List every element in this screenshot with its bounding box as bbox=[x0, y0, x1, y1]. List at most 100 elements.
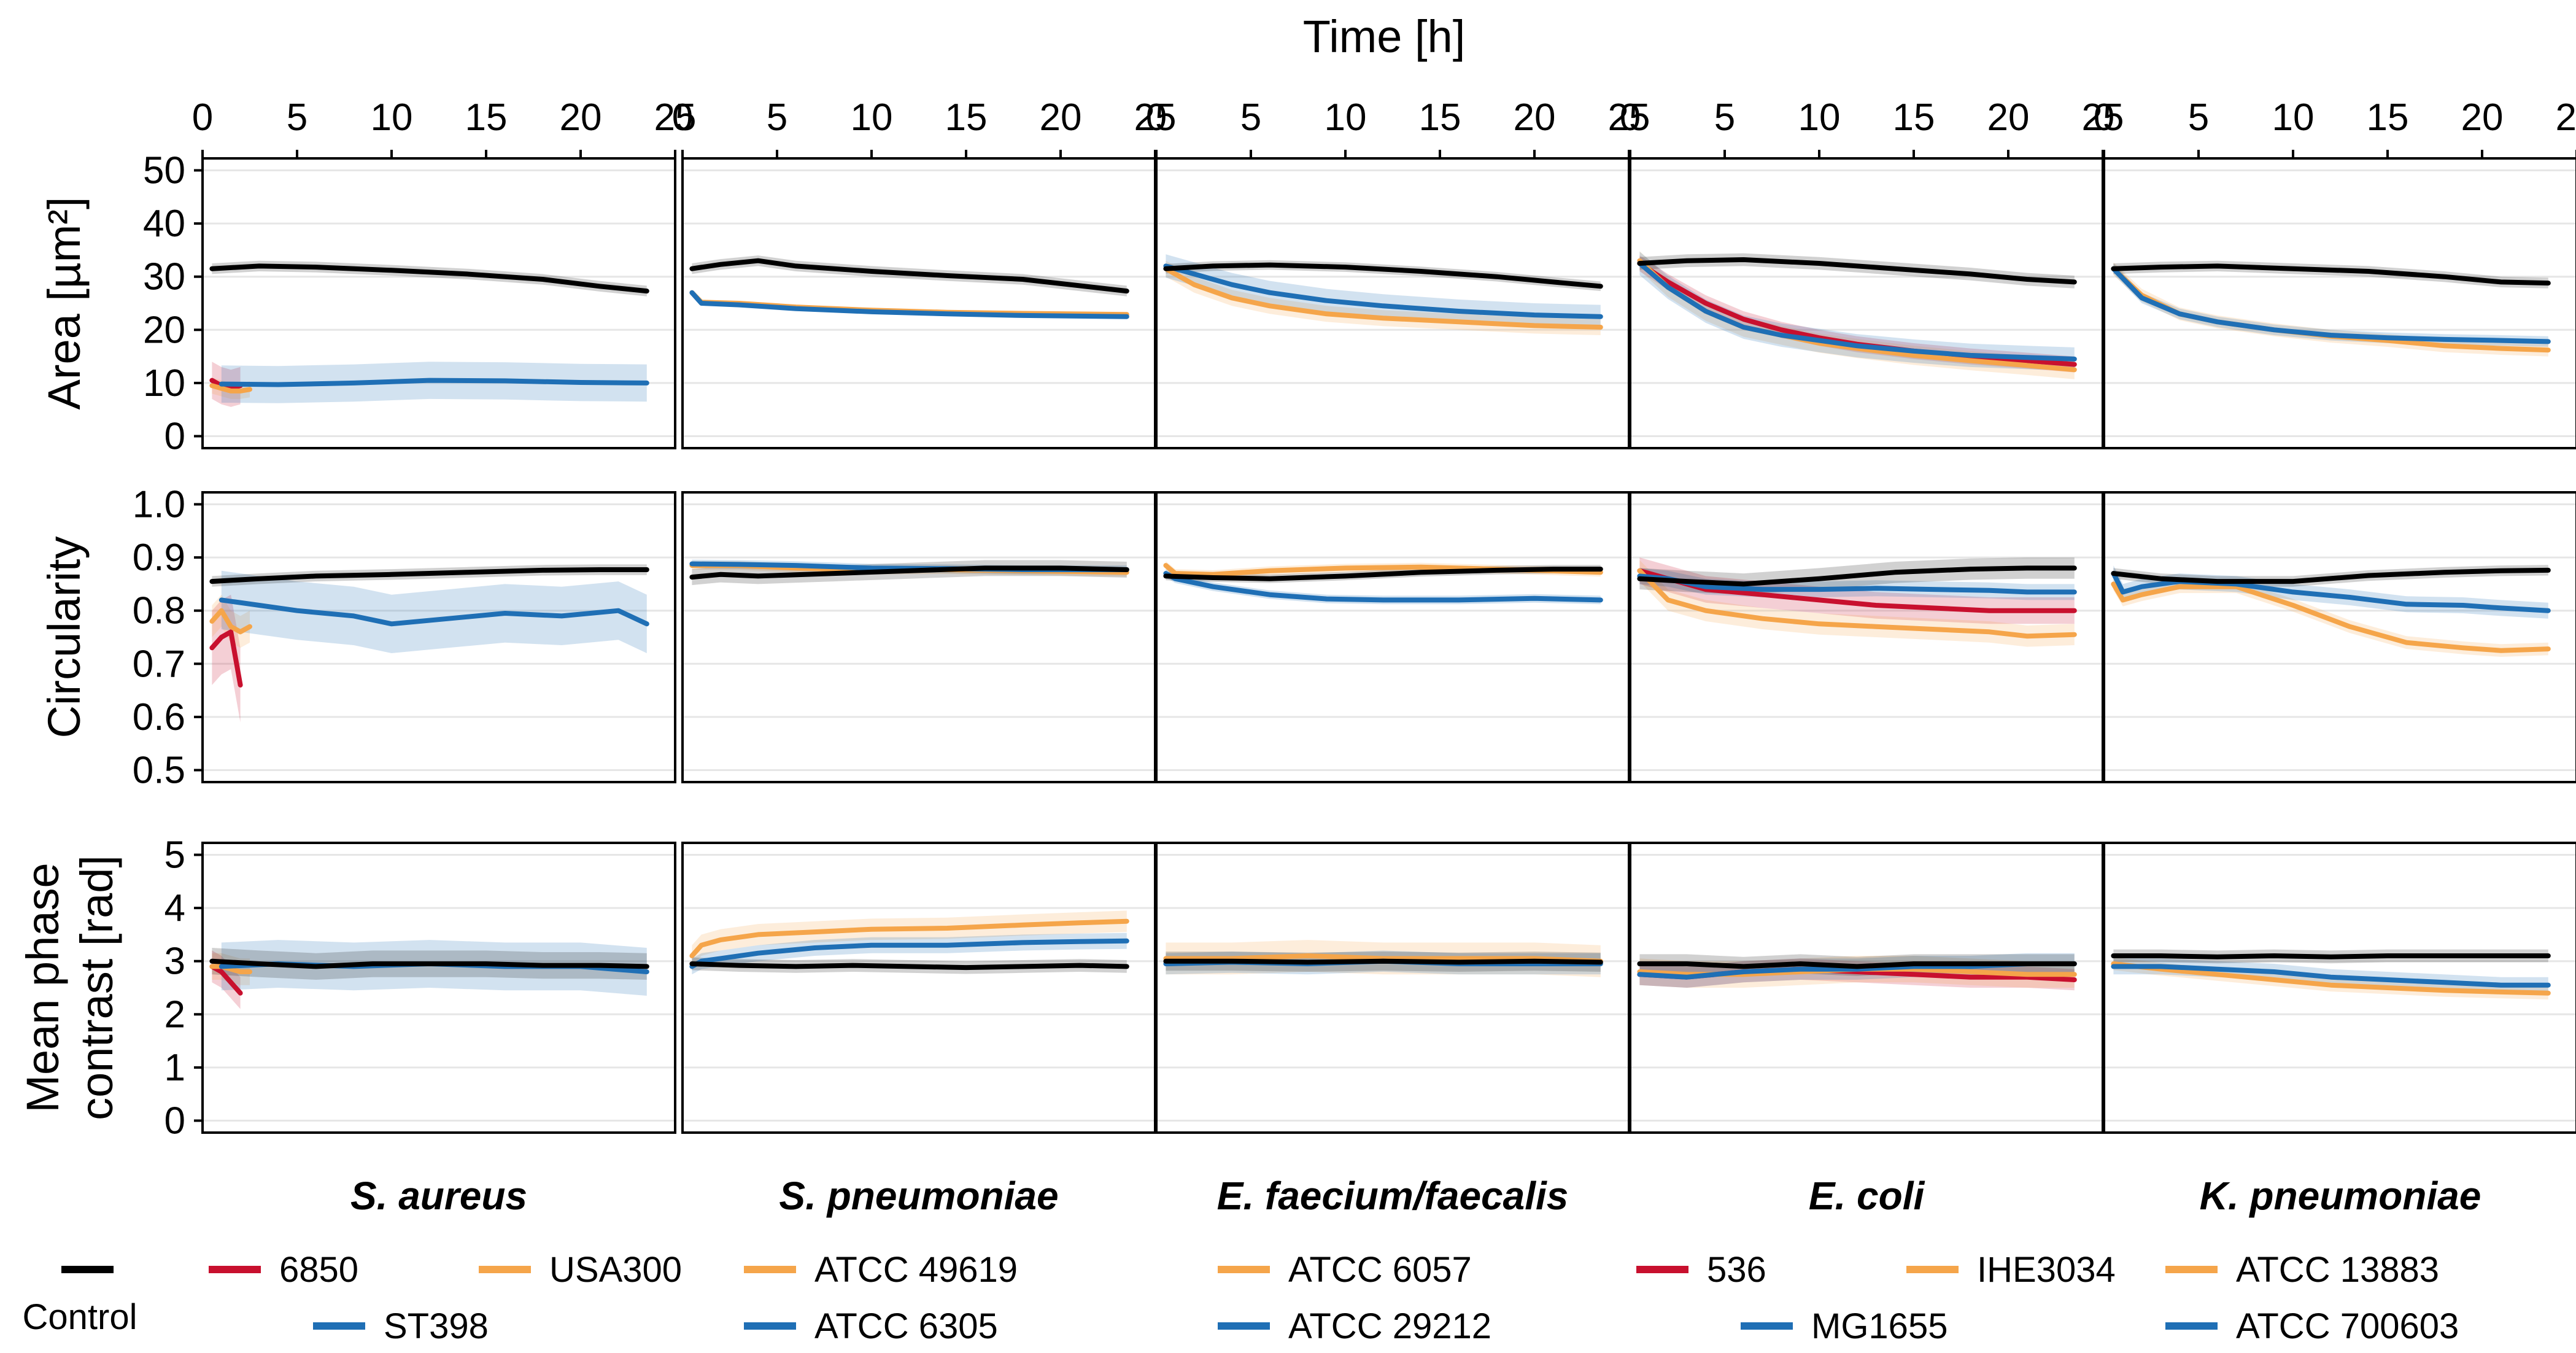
x-tick-label: 25 bbox=[1608, 96, 1650, 139]
species-label: S. aureus bbox=[350, 1174, 527, 1218]
x-tick-label: 15 bbox=[1419, 96, 1461, 139]
y-axis-title: contrast [rad] bbox=[71, 855, 122, 1120]
series-line bbox=[1163, 958, 1603, 965]
series-line bbox=[1637, 261, 2077, 362]
x-tick-label: 5 bbox=[1240, 96, 1261, 139]
series-line bbox=[2111, 571, 2551, 613]
x-tick-label: 5 bbox=[1714, 96, 1735, 139]
legend-label: ATCC 6057 bbox=[1288, 1250, 1472, 1290]
series-line bbox=[209, 964, 243, 996]
series-line bbox=[1163, 266, 1603, 330]
x-tick-label: 5 bbox=[287, 96, 307, 139]
legend-label: 536 bbox=[1707, 1250, 1766, 1290]
panel-frame bbox=[681, 491, 1156, 783]
series-line bbox=[1637, 565, 2077, 587]
x-axis-title: Time [h] bbox=[1303, 11, 1466, 62]
species-label: E. coli bbox=[1809, 1174, 1925, 1218]
x-tick-label: 10 bbox=[1798, 96, 1841, 139]
species-label: K. pneumoniae bbox=[2200, 1174, 2481, 1218]
series-line bbox=[2111, 953, 2551, 960]
species-label: S. pneumoniae bbox=[779, 1174, 1058, 1218]
series-line bbox=[209, 378, 243, 391]
series-line bbox=[689, 961, 1129, 971]
x-tick-label: 25 bbox=[2082, 96, 2124, 139]
y-tick-label: 20 bbox=[143, 309, 185, 351]
y-tick-label: 3 bbox=[164, 940, 185, 983]
x-tick-label: 5 bbox=[767, 96, 787, 139]
series-line bbox=[2111, 263, 2551, 286]
panel-frame bbox=[201, 491, 676, 783]
x-tick-label: 20 bbox=[1040, 96, 1082, 139]
series-line bbox=[1163, 571, 1603, 603]
y-tick-label: 1 bbox=[164, 1047, 185, 1089]
x-tick-label: 10 bbox=[371, 96, 413, 139]
legend-label: ATCC 13883 bbox=[2236, 1250, 2439, 1290]
x-tick-label: 0 bbox=[1620, 96, 1641, 139]
legend-label: ATCC 49619 bbox=[814, 1250, 1018, 1290]
y-tick-label: 0.9 bbox=[133, 537, 185, 579]
y-tick-label: 40 bbox=[143, 203, 185, 245]
series-line bbox=[219, 378, 649, 387]
panel-frame bbox=[681, 842, 1156, 1134]
series-line bbox=[1163, 263, 1603, 319]
series-line bbox=[209, 964, 252, 974]
y-tick-label: 5 bbox=[164, 834, 185, 876]
series-line bbox=[689, 938, 1129, 969]
x-tick-label: 0 bbox=[2094, 96, 2114, 139]
series-band bbox=[221, 940, 647, 996]
series-line bbox=[209, 629, 243, 688]
x-tick-label: 10 bbox=[1325, 96, 1367, 139]
series-line bbox=[689, 918, 1129, 958]
y-tick-label: 30 bbox=[143, 256, 185, 298]
x-tick-label: 20 bbox=[2461, 96, 2504, 139]
legend-label: IHE3034 bbox=[1977, 1250, 2116, 1290]
y-tick-label: 0 bbox=[164, 416, 185, 458]
y-tick-label: 10 bbox=[143, 362, 185, 405]
legend-label: MG1655 bbox=[1811, 1306, 1947, 1346]
y-axis-title: Area [µm²] bbox=[39, 197, 90, 410]
series-line bbox=[2111, 961, 2551, 996]
x-tick-label: 20 bbox=[560, 96, 602, 139]
series-band bbox=[1639, 560, 2075, 647]
species-label: E. faecium/faecalis bbox=[1217, 1174, 1569, 1218]
legend-label-control: Control bbox=[23, 1297, 137, 1337]
y-axis-title: Mean phase bbox=[17, 863, 68, 1112]
y-tick-label: 0.5 bbox=[133, 750, 185, 792]
y-tick-label: 1.0 bbox=[133, 483, 185, 525]
y-axis-title: Circularity bbox=[39, 537, 90, 739]
series-line bbox=[1163, 567, 1603, 581]
series-band bbox=[1166, 260, 1601, 292]
x-tick-label: 15 bbox=[1893, 96, 1935, 139]
series-line bbox=[1637, 257, 2077, 285]
series-line bbox=[1637, 961, 2077, 969]
series-band bbox=[1166, 254, 1601, 328]
x-tick-label: 0 bbox=[1146, 96, 1167, 139]
series-line bbox=[1637, 568, 2077, 639]
x-tick-label: 15 bbox=[2367, 96, 2409, 139]
plot-layer: 0 5 10 15 20 250 5 10 15 20 250 5 10 15 20 250 5 10 15 20 25… bbox=[17, 96, 2576, 1142]
series-line bbox=[209, 263, 649, 294]
series-line bbox=[689, 258, 1129, 294]
x-tick-label: 20 bbox=[1987, 96, 2030, 139]
series-line bbox=[2111, 266, 2551, 344]
series-line bbox=[219, 597, 649, 627]
y-tick-label: 4 bbox=[164, 887, 185, 929]
x-tick-label: 0 bbox=[192, 96, 213, 139]
x-tick-label: 15 bbox=[945, 96, 988, 139]
series-line bbox=[689, 565, 1129, 580]
panel-frame bbox=[201, 842, 676, 1134]
y-tick-label: 0.6 bbox=[133, 696, 185, 739]
series-line bbox=[209, 958, 649, 969]
x-tick-label: 15 bbox=[465, 96, 508, 139]
legend-label: USA300 bbox=[549, 1250, 682, 1290]
series-band bbox=[221, 570, 647, 653]
panel-frame bbox=[2103, 157, 2576, 449]
x-tick-label: 20 bbox=[1514, 96, 1556, 139]
x-tick-label: 10 bbox=[851, 96, 893, 139]
x-tick-label: 25 bbox=[2556, 96, 2576, 139]
legend-label: 6850 bbox=[279, 1250, 358, 1290]
x-tick-label: 0 bbox=[672, 96, 693, 139]
legend-label: ATCC 29212 bbox=[1288, 1306, 1491, 1346]
panel-frame bbox=[1155, 491, 1630, 783]
